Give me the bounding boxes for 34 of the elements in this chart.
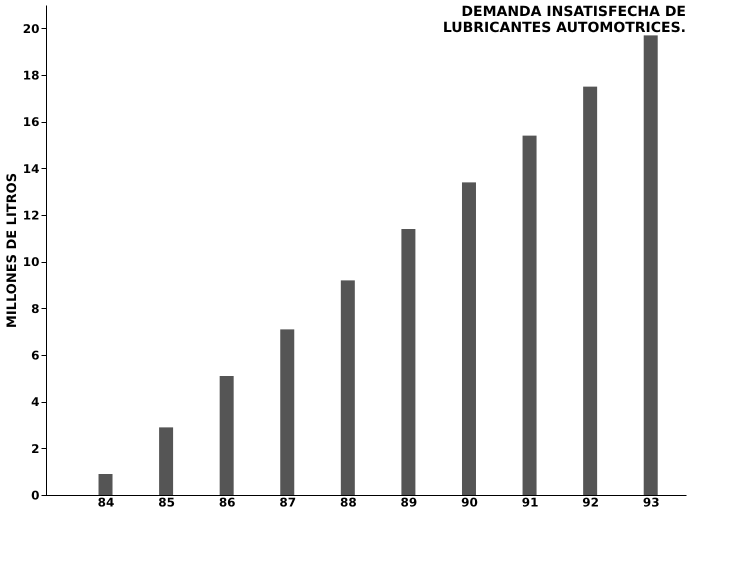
x-tick-label: 84: [98, 496, 114, 510]
bar: [159, 427, 174, 495]
y-tick-label: 6: [31, 348, 40, 362]
x-tick-label: 85: [158, 496, 175, 510]
y-tick-label: 14: [22, 162, 40, 176]
x-tick-label: 92: [582, 496, 599, 510]
x-tick-label: 91: [522, 496, 538, 510]
y-tick-label: 20: [22, 22, 40, 36]
y-tick-label: 18: [22, 68, 40, 82]
text: DEMANDA INSATISFECHA DE: [461, 4, 686, 20]
y-tick-label: 12: [22, 208, 40, 222]
x-tick-label: 88: [340, 496, 357, 510]
y-tick-label: 8: [31, 302, 40, 316]
y-tick-label: 2: [31, 442, 40, 456]
bar: [220, 376, 234, 495]
bar: [644, 35, 658, 495]
y-axis-title: MILLONES DE LITROS: [4, 172, 20, 328]
x-tick-label: 93: [642, 496, 660, 510]
y-tick-label: 0: [31, 488, 40, 502]
x-tick-label: 86: [218, 496, 236, 510]
y-tick-label: 16: [22, 115, 40, 130]
bar: [401, 229, 416, 495]
bar: [522, 136, 537, 495]
x-tick-label: 90: [461, 496, 478, 510]
bar: [462, 182, 476, 495]
bar: [340, 280, 355, 495]
y-tick-label: 10: [22, 255, 40, 270]
y-tick-label: 4: [31, 395, 40, 410]
text: LUBRICANTES AUTOMOTRICES.: [442, 20, 686, 36]
bar: [583, 86, 598, 495]
x-tick-label: 87: [279, 496, 296, 510]
bar: [280, 329, 294, 495]
x-tick-label: 89: [400, 496, 418, 510]
bar: [98, 474, 113, 495]
